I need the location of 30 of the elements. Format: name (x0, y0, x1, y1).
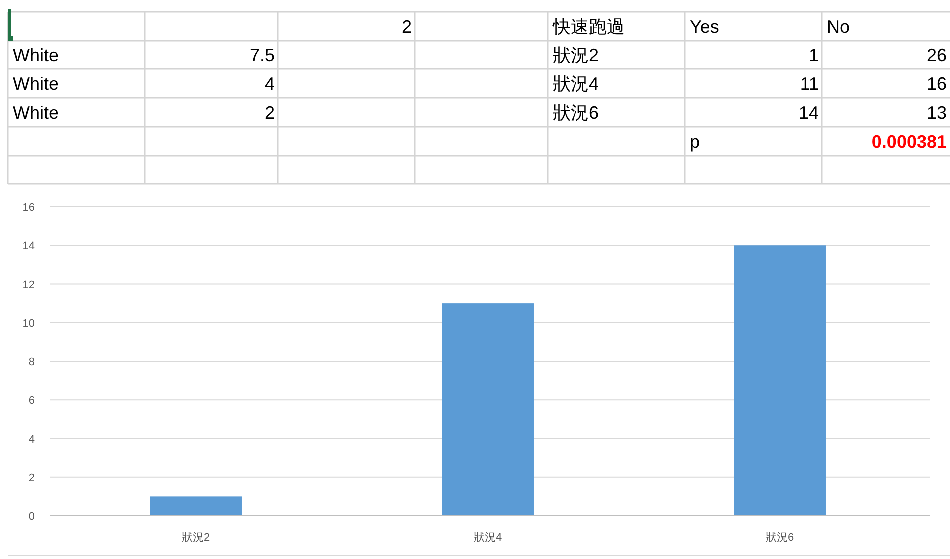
annotation: 11 (800, 74, 819, 94)
annotation: Yes (690, 17, 720, 37)
annotation: 0.000381 (872, 132, 947, 152)
ytick: 10 (22, 318, 35, 330)
annotation: White (13, 74, 60, 94)
ytick: 12 (22, 279, 35, 292)
annotation: 2 (402, 17, 412, 37)
annotation: White (13, 46, 60, 66)
annotation: 狀況2 (553, 46, 600, 66)
ytick: 2 (28, 472, 35, 484)
annotation: 狀況4 (553, 74, 600, 94)
annotation: 2 (264, 103, 275, 123)
annotation: 26 (926, 46, 947, 66)
ytick: 4 (28, 434, 35, 446)
annotation: 狀況6 (553, 103, 600, 123)
ytick: 0 (28, 511, 35, 523)
annotation: No (827, 17, 850, 37)
ytick: 16 (22, 202, 35, 214)
ytick: 14 (22, 240, 35, 253)
ytick: 6 (28, 395, 35, 408)
ytick: 8 (28, 356, 35, 368)
annotation: 16 (926, 74, 947, 94)
annotation: 14 (798, 103, 819, 123)
annotation: 4 (264, 74, 275, 94)
annotation: p (690, 132, 700, 152)
annotation: 13 (926, 103, 947, 123)
annotation: 7.5 (250, 46, 275, 66)
annotation: 快速跑過 (553, 17, 625, 37)
annotation: White (13, 103, 60, 123)
annotation: 1 (808, 46, 819, 66)
